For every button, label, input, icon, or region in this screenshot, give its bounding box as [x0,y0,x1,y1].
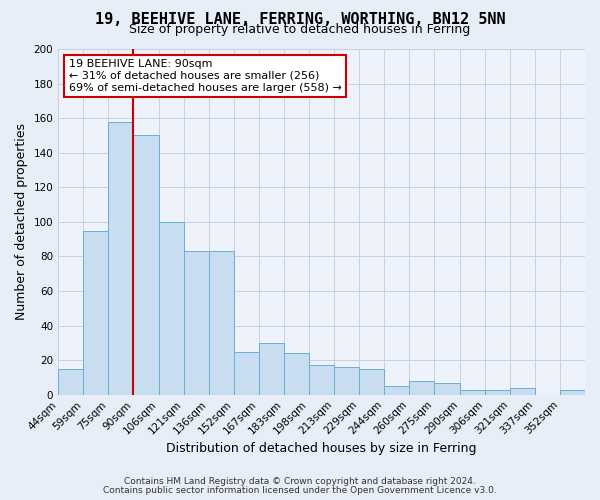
Bar [234,352,259,395]
X-axis label: Distribution of detached houses by size in Ferring: Distribution of detached houses by size … [166,442,477,455]
Text: 19, BEEHIVE LANE, FERRING, WORTHING, BN12 5NN: 19, BEEHIVE LANE, FERRING, WORTHING, BN1… [95,12,505,28]
Bar [259,343,284,394]
Y-axis label: Number of detached properties: Number of detached properties [15,124,28,320]
Bar [409,381,434,394]
Bar [184,251,209,394]
Text: Size of property relative to detached houses in Ferring: Size of property relative to detached ho… [130,22,470,36]
Bar [133,136,158,394]
Text: Contains HM Land Registry data © Crown copyright and database right 2024.: Contains HM Land Registry data © Crown c… [124,477,476,486]
Bar [334,367,359,394]
Bar [434,382,460,394]
Bar [109,122,133,394]
Bar [460,390,485,394]
Text: Contains public sector information licensed under the Open Government Licence v3: Contains public sector information licen… [103,486,497,495]
Bar [209,251,234,394]
Bar [359,369,385,394]
Text: 19 BEEHIVE LANE: 90sqm
← 31% of detached houses are smaller (256)
69% of semi-de: 19 BEEHIVE LANE: 90sqm ← 31% of detached… [69,60,341,92]
Bar [284,353,309,395]
Bar [158,222,184,394]
Bar [560,390,585,394]
Bar [485,390,510,394]
Bar [309,366,334,394]
Bar [385,386,409,394]
Bar [83,230,109,394]
Bar [58,369,83,394]
Bar [510,388,535,394]
